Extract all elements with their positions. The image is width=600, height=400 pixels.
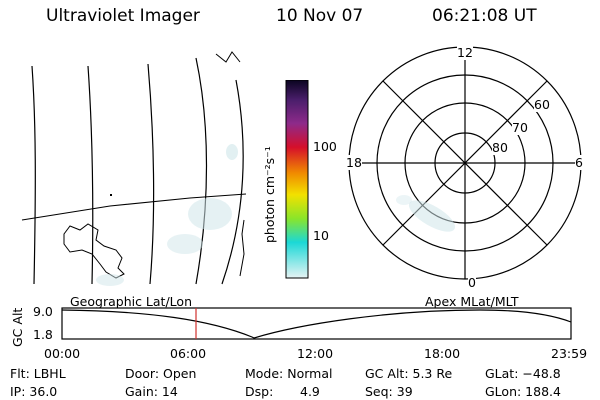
glat-status: GLat: −48.8 xyxy=(485,366,561,381)
time-tick-2359: 23:59 xyxy=(551,346,588,361)
time-label: 06:21:08 UT xyxy=(432,6,537,26)
lat-label-80: 80 xyxy=(492,140,508,155)
coastline xyxy=(63,51,245,279)
mlt-label-6: 6 xyxy=(575,155,583,170)
time-tick-1200: 12:00 xyxy=(297,346,334,361)
instrument-title: Ultraviolet Imager xyxy=(46,6,200,26)
timeline-right-caption: Apex MLat/MLT xyxy=(425,294,519,309)
colorbar-unit-label: photon cm⁻²s⁻¹ xyxy=(262,146,277,243)
polar-plot xyxy=(348,46,582,280)
timeline-left-caption: Geographic Lat/Lon xyxy=(70,294,192,309)
color-scale-bar xyxy=(285,80,309,279)
time-tick-1800: 18:00 xyxy=(424,346,461,361)
aurora-glow xyxy=(96,144,238,286)
gc-alt-min-label: 1.8 xyxy=(33,327,53,342)
latitude-line xyxy=(21,193,247,221)
station-marker xyxy=(110,194,112,196)
seq-status: Seq: 39 xyxy=(365,384,413,399)
dsp-label: Dsp: xyxy=(245,384,274,399)
ip-status: IP: 36.0 xyxy=(10,384,58,399)
door-status: Door: Open xyxy=(125,366,197,381)
mlt-label-18: 18 xyxy=(346,155,362,170)
dsp-value: 4.9 xyxy=(300,384,320,399)
gc-alt-max-label: 9.0 xyxy=(33,304,53,319)
date-label: 10 Nov 07 xyxy=(276,6,364,26)
longitude-lines xyxy=(31,57,244,285)
lat-label-60: 60 xyxy=(534,97,550,112)
gc-alt-axis-label: GC Alt xyxy=(10,307,25,347)
colorbar-tick-100: 100 xyxy=(313,139,337,154)
mode-status: Mode: Normal xyxy=(245,366,333,381)
time-tick-0000: 00:00 xyxy=(44,346,81,361)
colorbar-tick-10: 10 xyxy=(313,228,329,243)
gain-status: Gain: 14 xyxy=(125,384,178,399)
mlt-label-12: 12 xyxy=(457,45,473,60)
geographic-map xyxy=(21,51,247,286)
filter-status: Flt: LBHL xyxy=(10,366,66,381)
lat-label-70: 70 xyxy=(512,120,528,135)
altitude-curve xyxy=(61,309,572,339)
gc-alt-status: GC Alt: 5.3 Re xyxy=(365,366,453,381)
polar-diagonal-2 xyxy=(382,80,548,246)
aurora-oval xyxy=(396,195,456,232)
glon-status: GLon: 188.4 xyxy=(485,384,561,399)
timeline-frame xyxy=(61,307,572,340)
time-tick-0600: 06:00 xyxy=(170,346,207,361)
altitude-timeline xyxy=(61,307,572,340)
mlt-label-0: 0 xyxy=(468,275,476,290)
